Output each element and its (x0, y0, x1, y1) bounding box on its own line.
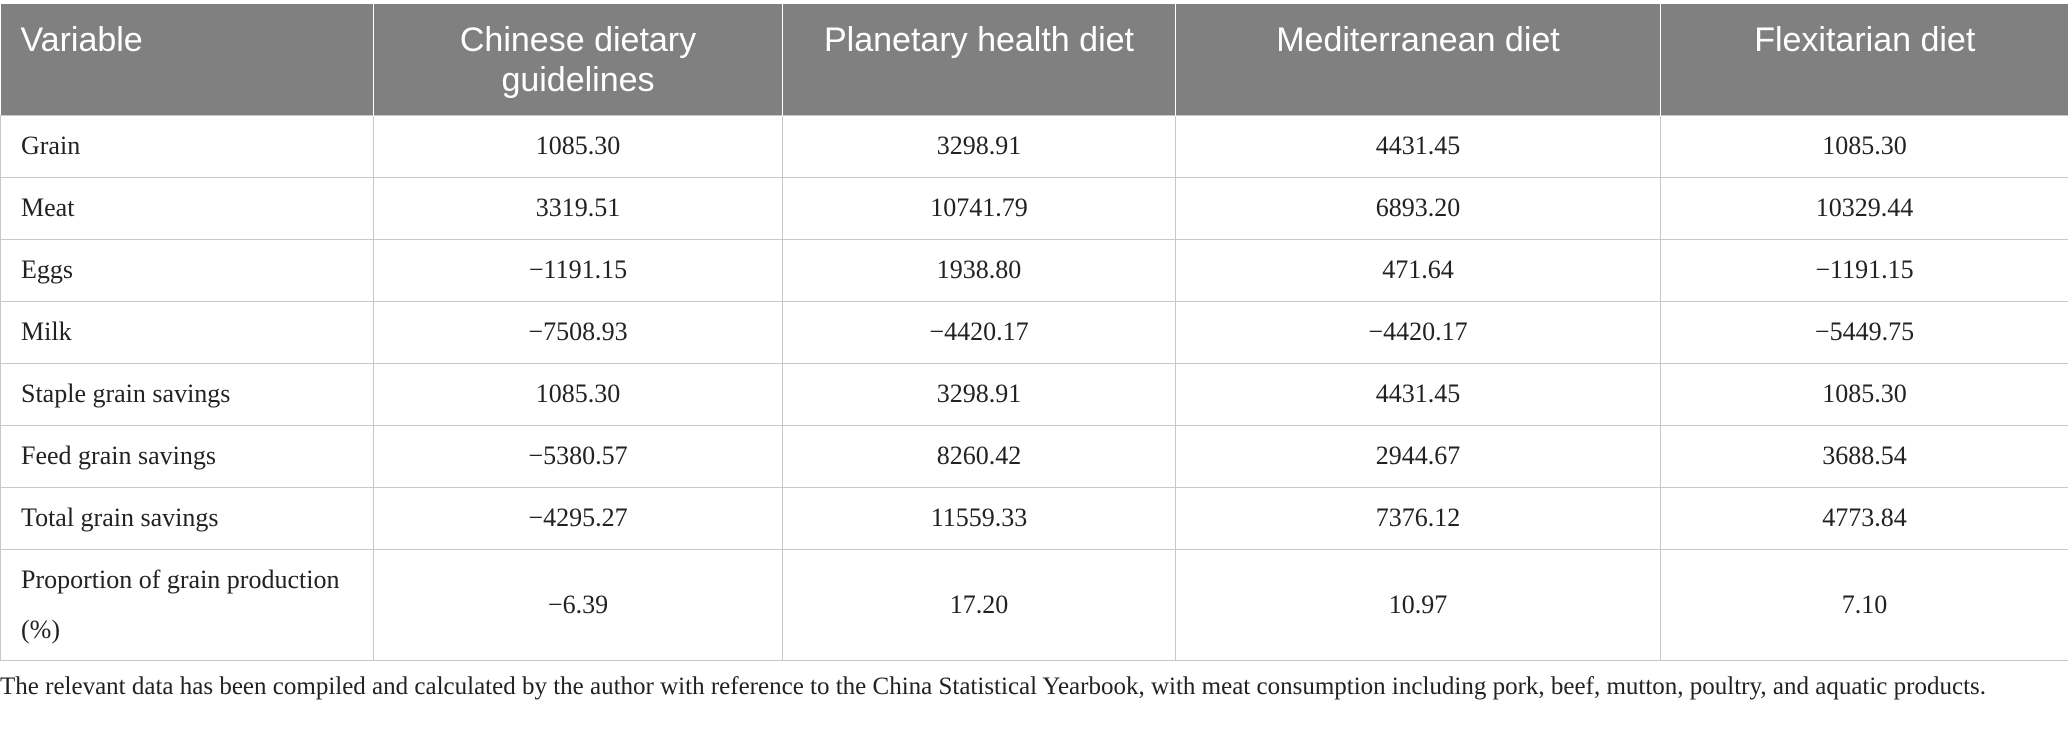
table-cell: 1085.30 (1660, 362, 2068, 426)
table-row-staple-grain-savings: Staple grain savings 1085.30 3298.91 443… (0, 362, 2068, 426)
table-row-meat: Meat 3319.51 10741.79 6893.20 10329.44 (0, 176, 2068, 240)
table-cell: 3298.91 (782, 362, 1176, 426)
table-cell: −7508.93 (373, 300, 783, 364)
table-cell: 7.10 (1660, 548, 2068, 661)
table-cell: −5380.57 (373, 424, 783, 488)
table-cell: 1085.30 (1660, 114, 2068, 178)
table-cell: −1191.15 (373, 238, 783, 302)
header-variable: Variable (0, 4, 374, 115)
table-cell: 3298.91 (782, 114, 1176, 178)
table-cell: −6.39 (373, 548, 783, 661)
table-cell: 1085.30 (373, 362, 783, 426)
table-cell: 4431.45 (1175, 362, 1661, 426)
row-label: Proportion of grain production (%) (0, 548, 374, 661)
data-table-container: Variable Chinese dietary guidelines Plan… (0, 4, 2068, 661)
table-cell: 7376.12 (1175, 486, 1661, 550)
table-footnote: The relevant data has been compiled and … (0, 673, 1986, 700)
table-cell: 10741.79 (782, 176, 1176, 240)
table-row-grain: Grain 1085.30 3298.91 4431.45 1085.30 (0, 114, 2068, 178)
row-label: Eggs (0, 238, 374, 302)
table-cell: −4295.27 (373, 486, 783, 550)
header-row: Variable Chinese dietary guidelines Plan… (0, 4, 2068, 115)
grain-savings-table: Variable Chinese dietary guidelines Plan… (0, 4, 2068, 661)
row-label: Total grain savings (0, 486, 374, 550)
header-planetary-health-diet: Planetary health diet (782, 4, 1176, 115)
table-cell: −4420.17 (782, 300, 1176, 364)
row-label: Feed grain savings (0, 424, 374, 488)
header-flexitarian-diet: Flexitarian diet (1660, 4, 2068, 115)
table-cell: −4420.17 (1175, 300, 1661, 364)
table-cell: 8260.42 (782, 424, 1176, 488)
table-row-proportion-of-grain-production: Proportion of grain production (%) −6.39… (0, 548, 2068, 661)
table-row-eggs: Eggs −1191.15 1938.80 471.64 −1191.15 (0, 238, 2068, 302)
table-cell: −1191.15 (1660, 238, 2068, 302)
table-cell: 10.97 (1175, 548, 1661, 661)
table-row-milk: Milk −7508.93 −4420.17 −4420.17 −5449.75 (0, 300, 2068, 364)
table-cell: 4773.84 (1660, 486, 2068, 550)
table-cell: 6893.20 (1175, 176, 1661, 240)
table-cell: 11559.33 (782, 486, 1176, 550)
row-label: Meat (0, 176, 374, 240)
table-body: Grain 1085.30 3298.91 4431.45 1085.30 Me… (0, 114, 2068, 661)
table-header: Variable Chinese dietary guidelines Plan… (0, 4, 2068, 115)
table-cell: 2944.67 (1175, 424, 1661, 488)
table-cell: 3319.51 (373, 176, 783, 240)
table-cell: 3688.54 (1660, 424, 2068, 488)
row-label: Grain (0, 114, 374, 178)
row-label: Milk (0, 300, 374, 364)
table-cell: −5449.75 (1660, 300, 2068, 364)
header-chinese-dietary-guidelines: Chinese dietary guidelines (373, 4, 783, 115)
table-cell: 17.20 (782, 548, 1176, 661)
row-label: Staple grain savings (0, 362, 374, 426)
table-row-feed-grain-savings: Feed grain savings −5380.57 8260.42 2944… (0, 424, 2068, 488)
table-cell: 471.64 (1175, 238, 1661, 302)
table-cell: 1085.30 (373, 114, 783, 178)
table-cell: 4431.45 (1175, 114, 1661, 178)
table-cell: 1938.80 (782, 238, 1176, 302)
table-cell: 10329.44 (1660, 176, 2068, 240)
table-row-total-grain-savings: Total grain savings −4295.27 11559.33 73… (0, 486, 2068, 550)
header-mediterranean-diet: Mediterranean diet (1175, 4, 1661, 115)
